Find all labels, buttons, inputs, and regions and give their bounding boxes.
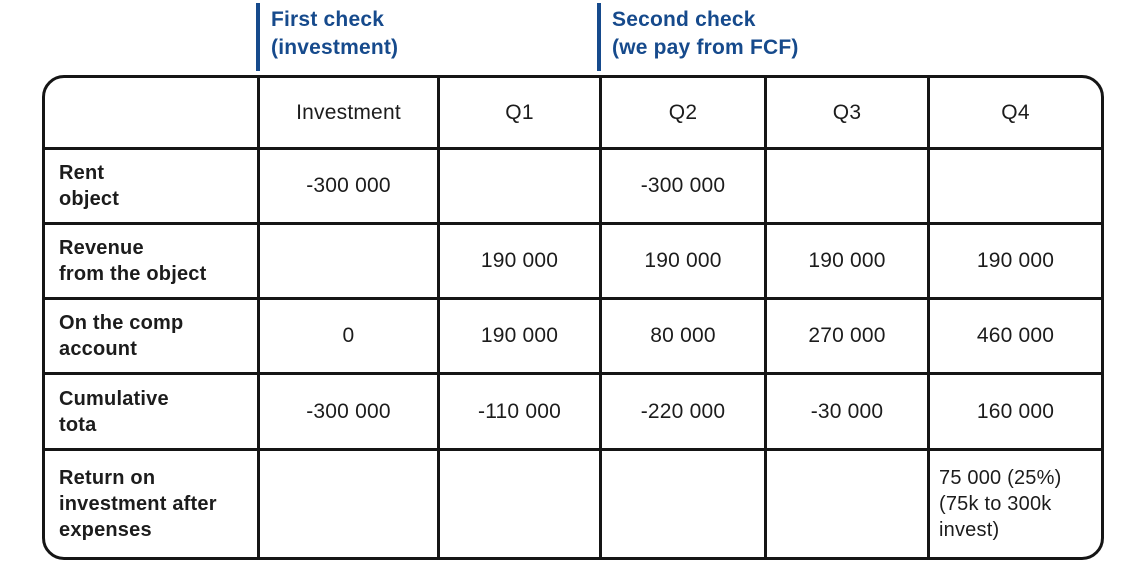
cell-roi-q4: 75 000 (25%) (75k to 300k invest) <box>939 467 1062 541</box>
cell-rent-q3 <box>767 150 930 225</box>
cell-cumulative-q2: -220 000 <box>602 375 767 451</box>
cell-rent-investment: -300 000 <box>260 150 440 225</box>
header-cell-q2: Q2 <box>602 78 767 150</box>
cell-rent-q1 <box>440 150 602 225</box>
row-label-cumulative-total: Cumulative tota <box>45 375 260 451</box>
cell-revenue-q3: 190 000 <box>767 225 930 300</box>
header-cell-q3: Q3 <box>767 78 930 150</box>
cell-cumulative-q1: -110 000 <box>440 375 602 451</box>
header-cell-q4: Q4 <box>930 78 1101 150</box>
second-check-marker-line <box>597 3 601 71</box>
cell-cumulative-q4: 160 000 <box>930 375 1101 451</box>
row-label-rent-object: Rent object <box>45 150 260 225</box>
investment-cashflow-table: Investment Q1 Q2 Q3 Q4 Rent object -300 … <box>42 75 1104 560</box>
cell-roi-q3 <box>767 451 930 557</box>
second-check-label: Second check (we pay from FCF) <box>612 8 799 59</box>
cell-cumulative-investment: -300 000 <box>260 375 440 451</box>
cell-comp-q1: 190 000 <box>440 300 602 375</box>
cell-revenue-q4: 190 000 <box>930 225 1101 300</box>
row-label-roi: Return on investment after expenses <box>45 451 260 557</box>
cell-rent-q4 <box>930 150 1101 225</box>
row-label-revenue: Revenue from the object <box>45 225 260 300</box>
cell-rent-q2: -300 000 <box>602 150 767 225</box>
cell-roi-investment <box>260 451 440 557</box>
cell-comp-investment: 0 <box>260 300 440 375</box>
cell-cumulative-q3: -30 000 <box>767 375 930 451</box>
cell-roi-q2 <box>602 451 767 557</box>
first-check-label: First check (investment) <box>271 8 399 59</box>
cell-comp-q2: 80 000 <box>602 300 767 375</box>
header-cell-investment: Investment <box>260 78 440 150</box>
cell-roi-q1 <box>440 451 602 557</box>
cell-comp-q3: 270 000 <box>767 300 930 375</box>
cell-revenue-q2: 190 000 <box>602 225 767 300</box>
corner-cell <box>45 78 260 150</box>
first-check-marker-line <box>256 3 260 71</box>
cell-comp-q4: 460 000 <box>930 300 1101 375</box>
cell-revenue-q1: 190 000 <box>440 225 602 300</box>
second-check-annotation: Second check (we pay from FCF) <box>597 3 799 71</box>
row-label-comp-account: On the comp account <box>45 300 260 375</box>
header-cell-q1: Q1 <box>440 78 602 150</box>
first-check-annotation: First check (investment) <box>256 3 398 71</box>
cell-revenue-investment <box>260 225 440 300</box>
